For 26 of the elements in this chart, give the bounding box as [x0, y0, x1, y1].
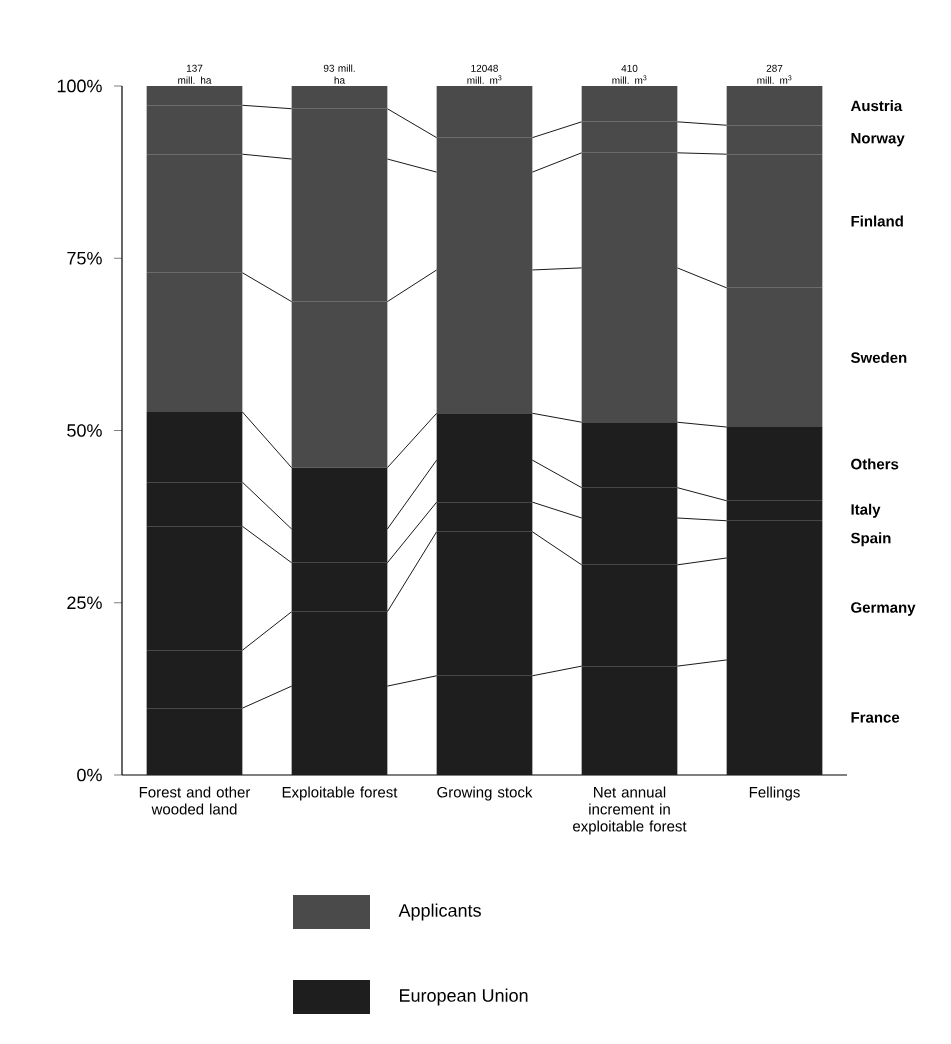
series-label: Italy — [851, 503, 881, 518]
text: European Union — [400, 988, 528, 1006]
text: Applicants — [398, 903, 481, 921]
series-label: Germany — [851, 602, 916, 616]
annotation: 410 mill. m$^{3}$ — [612, 64, 647, 84]
x-tick-label: Growing stock — [437, 786, 533, 801]
y-tick-label: 100% — [57, 79, 102, 93]
annotation: 12048 mill. m$^{3}$ — [467, 64, 502, 84]
y-tick-label: 75% — [67, 251, 102, 265]
series-label: Finland — [851, 215, 903, 227]
y-tick-label: 25% — [67, 596, 102, 610]
series-label: Sweden — [850, 351, 907, 363]
annotation: 93 mill. ha — [323, 64, 355, 84]
x-tick-label: Forest and other wooded land — [139, 786, 251, 815]
x-tick-label: Exploitable forest — [282, 786, 398, 801]
series-label: Others — [851, 458, 899, 470]
x-tick-label: Net annual increment in exploitable forest — [573, 786, 687, 835]
series-label: Austria — [850, 100, 903, 112]
annotation: 287 mill. m$^{3}$ — [757, 64, 792, 84]
series-label: Spain — [850, 532, 891, 547]
annotation: 137 mill. ha — [178, 64, 212, 84]
y-tick-label: 0% — [77, 768, 102, 782]
series-label: France — [851, 712, 900, 723]
y-tick-label: 50% — [67, 424, 102, 437]
x-tick-label: Fellings — [749, 786, 800, 801]
series-label: Norway — [851, 133, 905, 147]
